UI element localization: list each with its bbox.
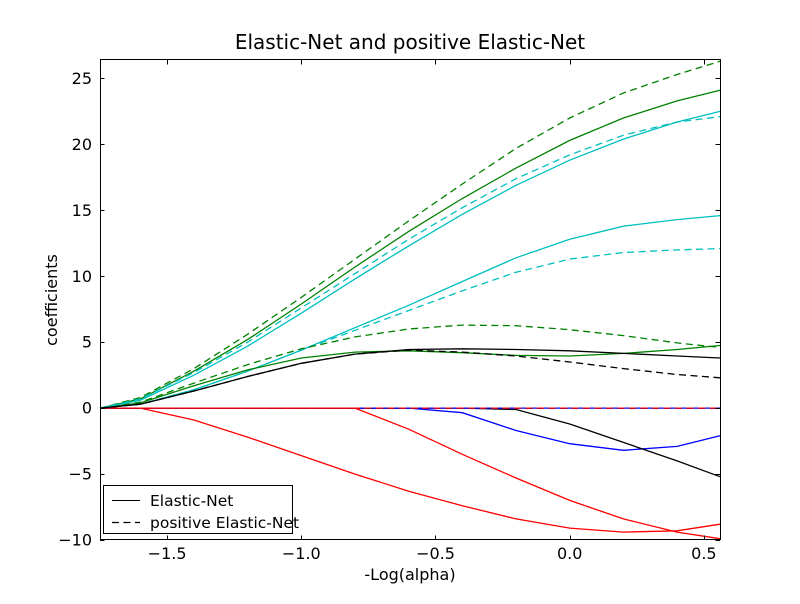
- series-enet-coef-9-cyan: [99, 110, 721, 409]
- x-tick-label: 0.0: [557, 544, 582, 563]
- y-tick-label: 0: [82, 399, 92, 418]
- series-pos-enet-coef-3-green: [99, 60, 721, 409]
- y-axis-label: coefficients: [42, 254, 61, 346]
- legend: Elastic-Net positive Elastic-Net: [103, 485, 299, 534]
- y-tick-label: 15: [72, 201, 92, 220]
- y-tick-label: 25: [72, 69, 92, 88]
- series-pos-enet-coef-9-cyan: [99, 116, 721, 409]
- series-pos-enet-coef-8-green: [99, 324, 721, 409]
- y-tick-label: 20: [72, 135, 92, 154]
- legend-label-elastic-net: Elastic-Net: [150, 492, 233, 510]
- y-tick-label: −10: [58, 531, 92, 550]
- series-enet-coef-2-red: [100, 407, 721, 533]
- x-tick-label: −0.5: [416, 544, 455, 563]
- x-axis-label: -Log(alpha): [364, 565, 455, 584]
- axes-frame: [100, 59, 721, 540]
- x-tick-label: −1.5: [148, 544, 187, 563]
- series-pos-enet-coef-10-black: [99, 349, 721, 409]
- x-tick-label: −1.0: [282, 544, 321, 563]
- chart-title: Elastic-Net and positive Elastic-Net: [235, 30, 585, 54]
- y-tick-label: 10: [72, 267, 92, 286]
- ticks-layer: [100, 60, 720, 541]
- tick-labels-layer: −1.5 −1.0 −0.5 0.0 0.5 −10 −5 0 5 10 15 20 25: [58, 69, 716, 563]
- y-tick-label: 5: [82, 333, 92, 352]
- curves-layer: [99, 60, 721, 540]
- legend-box: [103, 485, 293, 534]
- series-pos-enet-coef-4-cyan: [99, 247, 721, 409]
- y-tick-label: −5: [68, 465, 92, 484]
- legend-label-positive-elastic-net: positive Elastic-Net: [150, 514, 299, 532]
- series-enet-coef-3-green: [99, 89, 721, 409]
- x-tick-label: 0.5: [691, 544, 716, 563]
